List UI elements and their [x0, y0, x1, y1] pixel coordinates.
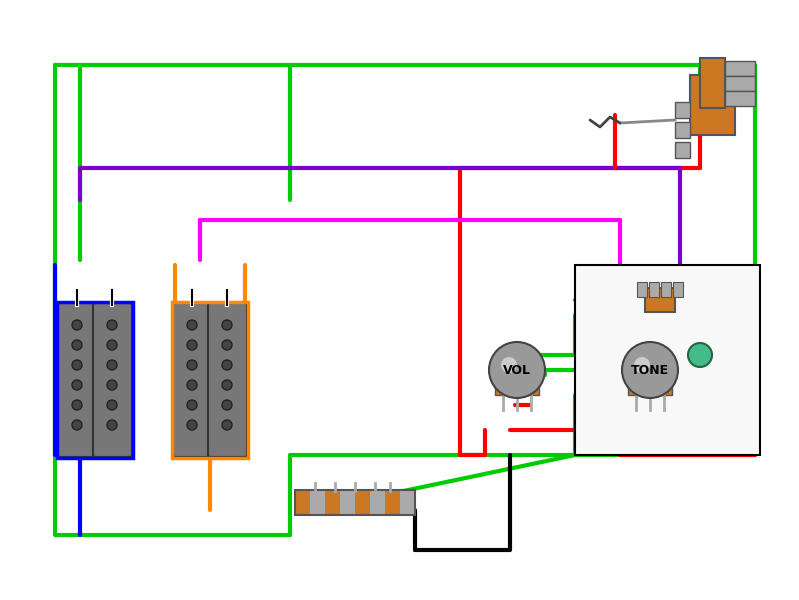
Circle shape: [187, 360, 197, 370]
Bar: [400, 490, 415, 515]
FancyBboxPatch shape: [628, 365, 672, 395]
Bar: [370, 490, 385, 515]
FancyBboxPatch shape: [208, 303, 247, 457]
Circle shape: [501, 357, 517, 373]
Bar: [325, 490, 340, 515]
Circle shape: [107, 420, 117, 430]
Circle shape: [222, 400, 232, 410]
Bar: [725, 91, 755, 106]
FancyBboxPatch shape: [645, 288, 675, 312]
Circle shape: [222, 320, 232, 330]
Circle shape: [72, 340, 82, 350]
Circle shape: [107, 400, 117, 410]
Circle shape: [634, 357, 650, 373]
Circle shape: [187, 320, 197, 330]
Circle shape: [622, 342, 678, 398]
Bar: [295, 490, 310, 515]
Bar: [725, 61, 755, 76]
FancyBboxPatch shape: [58, 303, 97, 457]
Circle shape: [72, 420, 82, 430]
FancyBboxPatch shape: [495, 365, 539, 395]
Circle shape: [222, 340, 232, 350]
FancyBboxPatch shape: [637, 282, 647, 297]
Circle shape: [107, 380, 117, 390]
Circle shape: [187, 420, 197, 430]
Circle shape: [72, 360, 82, 370]
Circle shape: [222, 420, 232, 430]
FancyBboxPatch shape: [93, 303, 132, 457]
Circle shape: [187, 340, 197, 350]
Bar: [355, 490, 370, 515]
Circle shape: [107, 320, 117, 330]
FancyBboxPatch shape: [661, 282, 671, 297]
Bar: [385, 490, 400, 515]
Circle shape: [72, 320, 82, 330]
Bar: [725, 76, 755, 91]
FancyBboxPatch shape: [173, 303, 212, 457]
FancyBboxPatch shape: [649, 282, 659, 297]
Bar: [295, 490, 415, 515]
Text: VOL: VOL: [503, 364, 531, 377]
Circle shape: [72, 380, 82, 390]
Circle shape: [489, 342, 545, 398]
Circle shape: [688, 343, 712, 367]
FancyBboxPatch shape: [675, 102, 690, 118]
FancyBboxPatch shape: [675, 142, 690, 158]
Circle shape: [222, 380, 232, 390]
FancyBboxPatch shape: [675, 122, 690, 138]
FancyBboxPatch shape: [690, 75, 735, 135]
Circle shape: [72, 400, 82, 410]
FancyBboxPatch shape: [673, 282, 683, 297]
Circle shape: [187, 400, 197, 410]
Circle shape: [187, 380, 197, 390]
Bar: [340, 490, 355, 515]
FancyBboxPatch shape: [700, 58, 725, 108]
Bar: [575, 265, 760, 455]
Circle shape: [107, 360, 117, 370]
Circle shape: [222, 360, 232, 370]
Bar: [310, 490, 325, 515]
Text: TONE: TONE: [631, 364, 669, 377]
Circle shape: [107, 340, 117, 350]
